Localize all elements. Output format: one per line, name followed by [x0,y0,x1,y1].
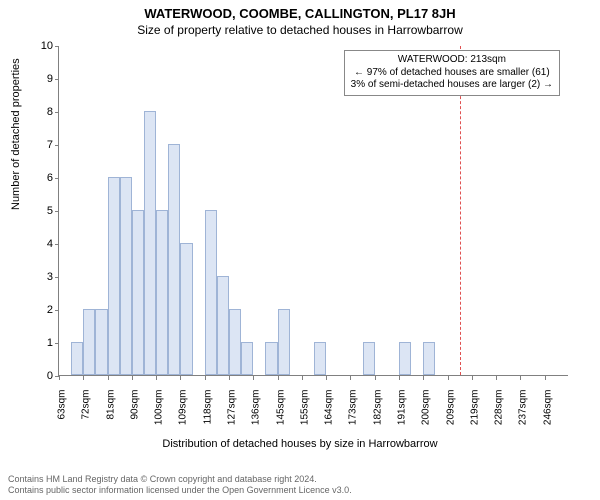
x-tick-label: 209sqm [445,390,456,430]
histogram-bar [95,309,107,375]
y-tick-mark [55,244,59,245]
x-tick-label: 246sqm [542,390,553,430]
histogram-bar [363,342,375,375]
x-tick-label: 136sqm [251,390,262,430]
annotation-line-3: 3% of semi-detached houses are larger (2… [351,79,553,92]
x-tick-label: 109sqm [178,390,189,430]
x-tick-mark [520,376,521,380]
x-tick-label: 191sqm [397,390,408,430]
histogram-bar [423,342,435,375]
histogram-bar [83,309,95,375]
y-tick-label: 0 [31,370,53,382]
x-tick-mark [448,376,449,380]
y-tick-mark [55,211,59,212]
x-tick-label: 219sqm [469,390,480,430]
x-tick-label: 127sqm [227,390,238,430]
y-tick-label: 4 [31,238,53,250]
x-tick-mark [326,376,327,380]
annotation-line-1: WATERWOOD: 213sqm [351,54,553,67]
y-tick-label: 10 [31,40,53,52]
histogram-bar [241,342,253,375]
x-tick-mark [496,376,497,380]
y-tick-mark [55,79,59,80]
histogram-bar [229,309,241,375]
x-tick-label: 173sqm [348,390,359,430]
x-axis-label: Distribution of detached houses by size … [0,438,600,450]
plot-area: 01234567891063sqm72sqm81sqm90sqm100sqm10… [58,46,568,376]
histogram-bar [399,342,411,375]
y-tick-label: 5 [31,205,53,217]
x-tick-mark [83,376,84,380]
y-tick-mark [55,277,59,278]
x-tick-label: 72sqm [81,390,92,430]
x-tick-label: 145sqm [275,390,286,430]
x-tick-label: 118sqm [202,390,213,430]
y-tick-label: 2 [31,304,53,316]
annotation-line-2: ← 97% of detached houses are smaller (61… [351,67,553,80]
y-tick-label: 8 [31,106,53,118]
x-tick-mark [108,376,109,380]
x-tick-label: 164sqm [324,390,335,430]
x-tick-label: 155sqm [299,390,310,430]
annotation-box: WATERWOOD: 213sqm← 97% of detached house… [344,50,560,96]
x-tick-mark [229,376,230,380]
x-tick-label: 237sqm [518,390,529,430]
histogram-bar [108,177,120,375]
y-tick-label: 9 [31,73,53,85]
histogram-bar [168,144,180,375]
y-axis-label: Number of detached properties [10,58,22,210]
x-tick-mark [59,376,60,380]
y-tick-label: 3 [31,271,53,283]
y-tick-label: 1 [31,337,53,349]
y-tick-mark [55,343,59,344]
x-tick-label: 90sqm [129,390,140,430]
histogram-bar [217,276,229,375]
histogram-bar [132,210,144,375]
histogram-bar [314,342,326,375]
chart-subtitle: Size of property relative to detached ho… [0,21,600,37]
plot-frame: 01234567891063sqm72sqm81sqm90sqm100sqm10… [58,46,568,376]
x-tick-mark [278,376,279,380]
x-tick-mark [350,376,351,380]
y-tick-mark [55,178,59,179]
footer-line-2: Contains public sector information licen… [8,485,352,496]
x-tick-label: 63sqm [57,390,68,430]
histogram-bar [180,243,192,375]
y-tick-label: 7 [31,139,53,151]
x-tick-mark [132,376,133,380]
x-tick-mark [423,376,424,380]
x-tick-label: 81sqm [105,390,116,430]
histogram-bar [205,210,217,375]
histogram-bar [278,309,290,375]
x-tick-mark [399,376,400,380]
chart-container: WATERWOOD, COOMBE, CALLINGTON, PL17 8JH … [0,0,600,500]
x-tick-mark [253,376,254,380]
x-tick-label: 200sqm [421,390,432,430]
x-tick-mark [545,376,546,380]
chart-title: WATERWOOD, COOMBE, CALLINGTON, PL17 8JH [0,0,600,21]
x-tick-mark [205,376,206,380]
x-tick-mark [302,376,303,380]
y-tick-label: 6 [31,172,53,184]
y-tick-mark [55,145,59,146]
y-tick-mark [55,46,59,47]
x-tick-label: 228sqm [494,390,505,430]
x-tick-label: 182sqm [372,390,383,430]
histogram-bar [71,342,83,375]
histogram-bar [120,177,132,375]
histogram-bar [156,210,168,375]
histogram-bar [265,342,277,375]
histogram-bar [144,111,156,375]
x-tick-mark [472,376,473,380]
footer-attribution: Contains HM Land Registry data © Crown c… [8,474,352,497]
x-tick-mark [180,376,181,380]
x-tick-mark [156,376,157,380]
x-tick-mark [375,376,376,380]
y-tick-mark [55,112,59,113]
footer-line-1: Contains HM Land Registry data © Crown c… [8,474,352,485]
y-tick-mark [55,310,59,311]
x-tick-label: 100sqm [154,390,165,430]
